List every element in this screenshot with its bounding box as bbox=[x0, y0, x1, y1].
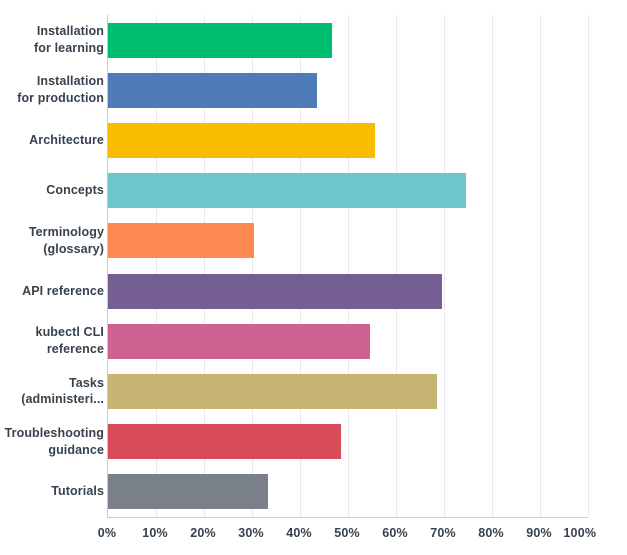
category-label-line: Installation bbox=[36, 74, 104, 89]
category-label-line: Concepts bbox=[46, 183, 104, 198]
bar-concepts bbox=[108, 173, 467, 209]
x-tick-label-70: 70% bbox=[430, 526, 456, 540]
gridline-80 bbox=[492, 15, 493, 517]
gridline-40 bbox=[300, 15, 301, 517]
plot-area bbox=[107, 15, 589, 518]
x-tick-label-60: 60% bbox=[382, 526, 408, 540]
category-label-line: Terminology bbox=[28, 225, 104, 240]
x-tick-label-40: 40% bbox=[286, 526, 312, 540]
gridline-50 bbox=[348, 15, 349, 517]
gridline-30 bbox=[252, 15, 253, 517]
category-label-line: API reference bbox=[22, 283, 104, 298]
x-tick-label-80: 80% bbox=[478, 526, 504, 540]
category-label-line: Troubleshooting bbox=[4, 425, 104, 440]
category-label-tutorials: Tutorials bbox=[0, 467, 104, 517]
bar-installation-for-learning bbox=[108, 22, 332, 58]
x-axis-tick-labels: 0% 10% 20% 30% 40% 50% 60% 70% 80% 90% 100% bbox=[98, 526, 596, 544]
category-label-line: Tutorials bbox=[51, 484, 104, 499]
bar-troubleshooting-guidance bbox=[108, 424, 341, 460]
bar-installation-for-production bbox=[108, 72, 317, 108]
category-label-line: reference bbox=[46, 342, 104, 357]
bar-terminology-glossary bbox=[108, 223, 254, 259]
category-label-concepts: Concepts bbox=[0, 166, 104, 216]
category-label-line: for production bbox=[17, 91, 104, 106]
bar-architecture bbox=[108, 123, 376, 158]
x-tick-label-10: 10% bbox=[142, 526, 168, 540]
x-tick-label-20: 20% bbox=[190, 526, 216, 540]
gridline-10 bbox=[156, 15, 157, 517]
category-label-line: guidance bbox=[48, 442, 104, 457]
category-label-tasks-administeri: Tasks (administeri... bbox=[0, 366, 104, 416]
x-tick-label-50: 50% bbox=[334, 526, 360, 540]
gridline-60 bbox=[396, 15, 397, 517]
category-label-line: Architecture bbox=[29, 133, 104, 148]
bar-tutorials bbox=[108, 474, 268, 510]
category-label-troubleshooting-guidance: Troubleshooting guidance bbox=[0, 417, 104, 467]
x-tick-label-0: 0% bbox=[97, 526, 117, 540]
bar-kubectl-cli-reference bbox=[108, 323, 371, 359]
gridline-90 bbox=[540, 15, 541, 517]
x-tick-label-90: 90% bbox=[526, 526, 552, 540]
category-label-line: Tasks bbox=[68, 375, 104, 390]
x-tick-label-100: 100% bbox=[563, 526, 597, 540]
bar-api-reference bbox=[108, 273, 443, 309]
gridline-100 bbox=[588, 15, 589, 517]
gridline-70 bbox=[444, 15, 445, 517]
category-label-line: Installation bbox=[36, 24, 104, 39]
category-label-api-reference: API reference bbox=[0, 266, 104, 316]
gridline-20 bbox=[204, 15, 205, 517]
category-label-terminology-glossary: Terminology (glossary) bbox=[0, 216, 104, 266]
y-axis-category-labels: Installation for learning Installation for … bbox=[0, 15, 104, 517]
bar-tasks-administeri bbox=[108, 374, 437, 409]
x-tick-label-30: 30% bbox=[238, 526, 264, 540]
category-label-installation-for-learning: Installation for learning bbox=[0, 15, 104, 65]
category-label-line: for learning bbox=[34, 41, 104, 56]
category-label-kubectl-cli-reference: kubectl CLI reference bbox=[0, 316, 104, 366]
category-label-line: kubectl CLI bbox=[35, 325, 104, 340]
category-label-line: (administeri... bbox=[21, 392, 104, 407]
category-label-installation-for-production: Installation for production bbox=[0, 65, 104, 115]
category-label-architecture: Architecture bbox=[0, 115, 104, 165]
category-label-line: (glossary) bbox=[43, 241, 104, 256]
